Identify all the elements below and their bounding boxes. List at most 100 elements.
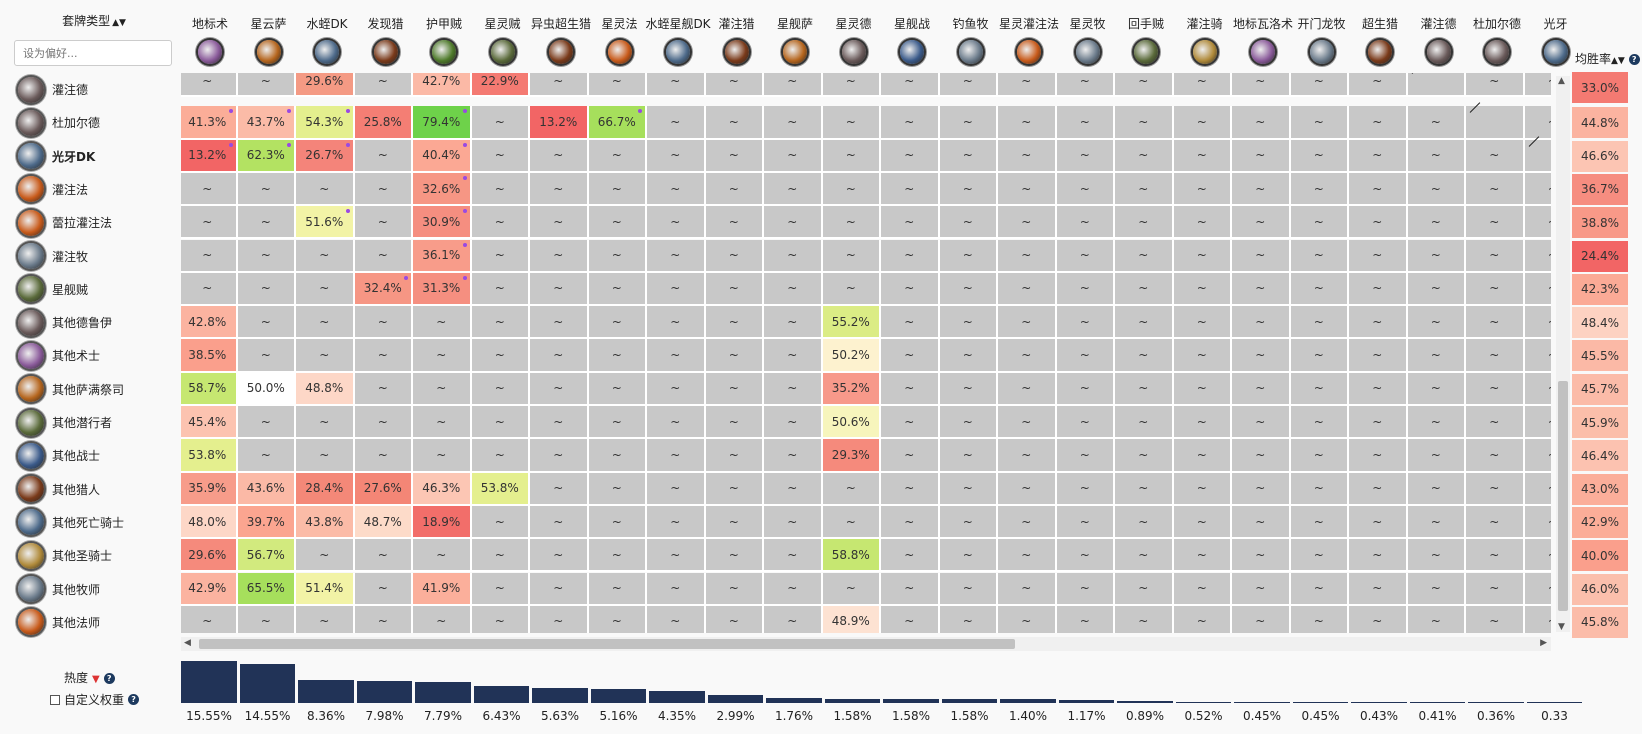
matchup-cell[interactable]: ~ [998,73,1057,98]
row-label-item[interactable]: 其他萨满祭司 [14,373,174,406]
matchup-cell[interactable]: ~ [1056,272,1115,307]
matchup-cell[interactable]: ~ [237,239,296,273]
matchup-cell[interactable]: ~ [822,505,881,540]
matchup-cell[interactable]: ~ [588,339,647,373]
matchup-cell[interactable]: ~ [530,372,589,406]
matchup-cell[interactable]: ~ [471,206,530,240]
matchup-cell[interactable]: ~ [471,572,530,606]
matchup-cell[interactable]: ~ [822,472,881,506]
matchup-cell[interactable]: ~ [588,406,647,440]
matchup-cell[interactable]: ~ [1173,372,1232,406]
matchup-cell[interactable]: ~ [1349,439,1408,473]
matchup-cell[interactable]: ~ [181,73,238,98]
matchup-cell[interactable]: ~ [354,139,413,173]
matchup-cell[interactable]: ~ [471,439,530,473]
matchup-cell[interactable]: ~ [1407,172,1466,207]
matchup-cell[interactable]: ~ [939,172,998,207]
matchup-cell[interactable]: ~ [1349,605,1408,633]
matchup-cell[interactable]: 41.9% [413,572,472,606]
matchup-cell[interactable]: ~ [1290,372,1349,406]
vertical-scroll-thumb[interactable] [1558,381,1568,611]
matchup-cell[interactable]: ~ [881,139,940,173]
matchup-cell[interactable]: ~ [998,505,1057,540]
matchup-cell[interactable]: ~ [1173,406,1232,440]
matchup-cell[interactable]: ~ [1349,406,1408,440]
matchup-cell[interactable]: ~ [1115,306,1174,340]
row-label-item[interactable]: 其他德鲁伊 [14,306,174,339]
matchup-cell[interactable]: ~ [939,472,998,506]
matchup-cell[interactable]: ~ [1232,439,1291,473]
winrate-sort-header[interactable]: 均胜率▲▼ ? [1575,50,1642,67]
matchup-cell[interactable]: ~ [588,439,647,473]
matchup-cell[interactable]: ~ [764,172,823,207]
matchup-cell[interactable]: ~ [822,572,881,606]
horizontal-scrollbar[interactable]: ◀ ▶ [181,637,1551,651]
matchup-cell[interactable]: ~ [530,239,589,273]
matchup-cell[interactable]: ~ [1290,406,1349,440]
matchup-cell[interactable]: ~ [354,605,413,633]
matchup-cell[interactable]: ~ [530,406,589,440]
help-icon[interactable]: ? [103,673,115,684]
matchup-cell[interactable]: ~ [1349,206,1408,240]
matchup-cell[interactable]: ~ [1407,505,1466,540]
matchup-cell[interactable]: ~ [1290,106,1349,140]
matchup-cell[interactable]: ~ [764,472,823,506]
matchup-cell[interactable]: ~ [1173,172,1232,207]
matchup-cell[interactable]: ~ [1056,472,1115,506]
matchup-cell[interactable]: ~ [471,539,530,573]
matchup-cell[interactable]: ~ [588,272,647,307]
matchup-cell[interactable]: ~ [1349,272,1408,307]
matchup-cell[interactable]: 29.6% [296,73,355,98]
matchup-cell[interactable]: ~ [1407,439,1466,473]
matchup-cell[interactable]: ~ [998,406,1057,440]
matchup-cell[interactable]: ~ [1407,605,1466,633]
matchup-cell[interactable] [1407,73,1466,98]
matchup-cell[interactable]: ~ [1056,172,1115,207]
matchup-cell[interactable]: ~ [181,605,238,633]
matchup-cell[interactable]: 51.6% [296,206,355,240]
matchup-cell[interactable]: ~ [1290,206,1349,240]
matchup-cell[interactable]: ~ [1349,539,1408,573]
matchup-cell[interactable]: ~ [530,472,589,506]
matchup-cell[interactable]: ~ [881,339,940,373]
matchup-cell[interactable]: ~ [647,73,706,98]
matchup-cell[interactable]: ~ [1290,306,1349,340]
matchup-cell[interactable]: ~ [1407,472,1466,506]
matchup-cell[interactable]: ~ [1056,239,1115,273]
row-label-item[interactable]: 其他术士 [14,339,174,372]
matchup-cell[interactable]: ~ [1232,605,1291,633]
matchup-cell[interactable]: ~ [1232,106,1291,140]
matchup-cell[interactable]: ~ [181,172,238,207]
matchup-cell[interactable]: ~ [939,572,998,606]
column-header[interactable]: 星灵贼 [474,0,532,70]
matchup-cell[interactable]: 56.7% [237,539,296,573]
matchup-cell[interactable]: ~ [471,339,530,373]
matchup-cell[interactable]: ~ [764,272,823,307]
matchup-cell[interactable]: ~ [296,272,355,307]
scroll-left-arrow-icon[interactable]: ◀ [184,638,191,648]
matchup-cell[interactable]: 35.2% [822,372,881,406]
matchup-cell[interactable]: ~ [530,439,589,473]
matchup-cell[interactable]: ~ [1407,539,1466,573]
matchup-cell[interactable]: 31.3% [413,272,472,307]
matchup-cell[interactable]: ~ [1524,505,1551,540]
deck-filter-input[interactable] [14,40,172,66]
matchup-cell[interactable]: ~ [1115,605,1174,633]
matchup-cell[interactable]: ~ [939,372,998,406]
matchup-cell[interactable]: ~ [1232,572,1291,606]
matchup-cell[interactable]: ~ [647,272,706,307]
matchup-cell[interactable]: ~ [354,572,413,606]
matchup-cell[interactable]: ~ [881,539,940,573]
matchup-cell[interactable]: ~ [705,106,764,140]
matchup-cell[interactable]: ~ [1407,206,1466,240]
column-header[interactable]: 星灵灌注法 [999,0,1059,70]
matchup-cell[interactable]: ~ [1349,339,1408,373]
matchup-cell[interactable]: ~ [1524,406,1551,440]
row-label-item[interactable]: 灌注德 [14,73,174,106]
matchup-cell[interactable]: ~ [647,372,706,406]
matchup-cell[interactable]: ~ [1466,372,1525,406]
matchup-cell[interactable]: ~ [1466,505,1525,540]
matchup-cell[interactable]: ~ [1056,372,1115,406]
matchup-cell[interactable]: ~ [1466,306,1525,340]
column-header[interactable]: 异虫超生猎 [531,0,591,70]
